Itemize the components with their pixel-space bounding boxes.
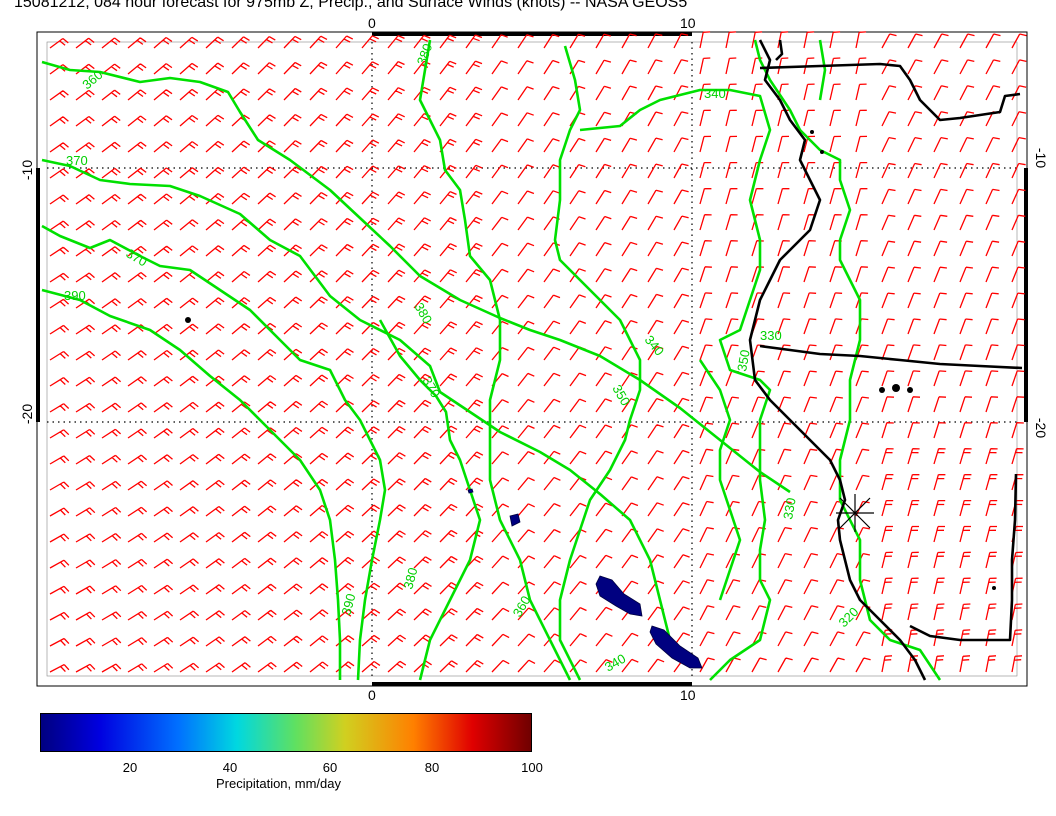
left-tick-10: -10 <box>19 160 35 180</box>
contour-330 <box>753 39 942 681</box>
border <box>775 39 784 61</box>
contour-label: 350 <box>609 382 633 408</box>
precip-blob <box>595 575 643 617</box>
right-tick-20: -20 <box>1033 418 1049 438</box>
contour-west-2 <box>378 319 482 681</box>
contour-label: 380 <box>411 300 435 326</box>
contour-label: 340 <box>642 332 667 358</box>
top-tick-0: 0 <box>368 15 376 31</box>
contour-label: 340 <box>704 86 726 101</box>
island <box>992 586 996 590</box>
precip-blob <box>467 488 474 494</box>
border <box>759 344 1023 370</box>
contour-label: 390 <box>64 288 86 303</box>
left-tick-20: -20 <box>19 404 35 424</box>
colorbar-tick: 20 <box>122 760 138 775</box>
contour-label: 380 <box>414 42 436 68</box>
contour-390-west <box>41 288 342 680</box>
forecast-map: 360 370 370 380 390 380 370 360 350 340 … <box>19 15 1049 700</box>
contour-label: 380 <box>400 566 420 591</box>
wind-barb-field <box>49 31 1027 673</box>
precipitation-areas <box>467 488 703 669</box>
contour-label: 330 <box>780 497 799 521</box>
contour-320 <box>818 39 827 101</box>
contour-330-south <box>698 359 742 601</box>
colorbar-tick: 40 <box>222 760 238 775</box>
contour-label: 330 <box>760 328 782 343</box>
map-title: 15081212, 084 hour forecast for 975mb Z,… <box>14 0 688 11</box>
contour-label: 340 <box>602 651 628 675</box>
contour-360-north <box>41 60 791 494</box>
bottom-tick-10: 10 <box>680 687 696 700</box>
islands <box>185 130 996 590</box>
island <box>820 150 824 154</box>
bottom-tick-0: 0 <box>368 687 376 700</box>
colorbar-tick: 100 <box>521 760 543 775</box>
geopotential-contours <box>41 39 942 681</box>
border <box>759 62 1021 122</box>
contour-center <box>418 39 572 681</box>
contour-350 <box>553 45 642 681</box>
top-tick-10: 10 <box>680 15 696 31</box>
contour-380-west <box>41 224 387 681</box>
contour-label: 390 <box>338 592 358 617</box>
wind-barbs <box>49 31 1027 673</box>
colorbar-label: Precipitation, mm/day <box>216 776 341 791</box>
station-marker <box>836 494 874 532</box>
colorbar-tick: 80 <box>424 760 440 775</box>
coastlines <box>748 39 1023 681</box>
contour-label: 370 <box>66 153 88 168</box>
island <box>892 384 900 392</box>
graticule <box>47 42 1017 676</box>
contour-labels: 360 370 370 380 390 380 370 360 350 340 … <box>64 42 861 675</box>
precip-colorbar <box>40 713 532 752</box>
contour-340 <box>579 88 772 681</box>
colorbar-tick: 60 <box>322 760 338 775</box>
coastline <box>748 39 927 681</box>
map-inner-frame <box>46 41 1018 677</box>
island <box>185 317 191 323</box>
precip-blob <box>509 513 521 527</box>
border <box>909 473 1018 642</box>
island <box>907 387 913 393</box>
island <box>879 387 885 393</box>
contour-label: 350 <box>734 349 753 373</box>
contour-label: 320 <box>836 604 862 630</box>
precip-blob <box>649 625 703 669</box>
island <box>810 130 814 134</box>
right-tick-10: -10 <box>1033 148 1049 168</box>
contour-370-north <box>41 158 672 641</box>
